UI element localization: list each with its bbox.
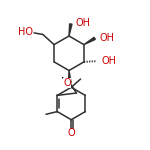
Polygon shape	[69, 24, 72, 36]
Text: HO: HO	[18, 27, 33, 37]
Text: O: O	[68, 129, 75, 138]
Text: O: O	[63, 78, 71, 88]
Polygon shape	[68, 70, 71, 83]
Text: OH: OH	[99, 33, 114, 43]
Polygon shape	[84, 37, 95, 45]
Text: OH: OH	[75, 18, 90, 28]
Text: OH: OH	[101, 56, 116, 66]
